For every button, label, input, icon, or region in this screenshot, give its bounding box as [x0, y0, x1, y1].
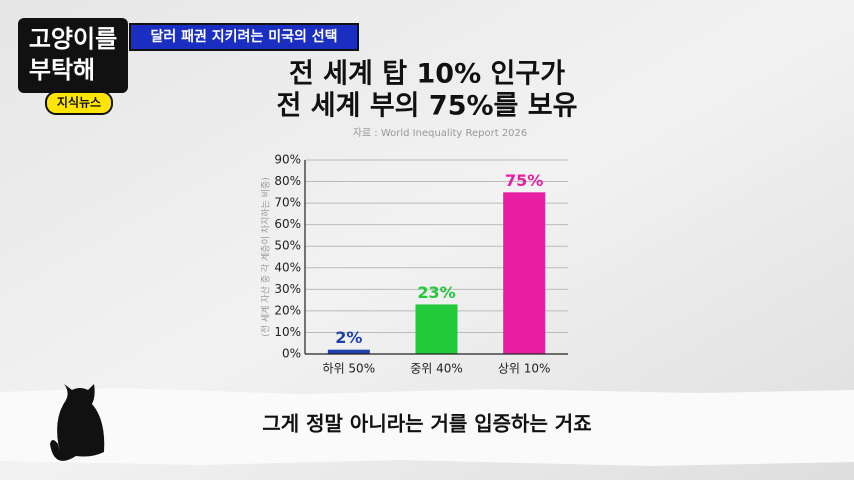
plot: 0% 10% 20% 30% 40% 50% 60% 70% 80% 90% 2% 하위 50% 23%… [274, 153, 568, 376]
bar [415, 304, 458, 354]
y-axis-label: (전 세계 자산 중 각 계층이 차지하는 비중) [260, 177, 272, 337]
y-tick-label: 50% [274, 239, 301, 253]
y-tick-label: 10% [274, 325, 301, 339]
logo-line: 부탁해 [29, 56, 95, 84]
badge-box [45, 91, 113, 115]
y-tick-label: 70% [274, 196, 301, 210]
y-tick-label: 30% [274, 282, 301, 296]
chart-title: 전 세계 탑 10% 인구가 [289, 59, 565, 90]
caption-strip [0, 388, 854, 466]
banner-box [129, 23, 359, 51]
y-tick-label: 40% [274, 260, 301, 274]
x-tick-label: 상위 10% [498, 362, 551, 376]
cat-icon [50, 384, 105, 461]
y-tick-label: 60% [274, 217, 301, 231]
bar [327, 349, 370, 354]
logo-box [18, 18, 128, 93]
bar [503, 192, 546, 354]
y-tick-label: 0% [282, 347, 301, 361]
y-tick-label: 90% [274, 153, 301, 167]
badge: 지식뉴스 [57, 95, 101, 110]
x-tick-label: 하위 50% [323, 362, 376, 376]
source: 자료 : World Inequality Report 2026 [353, 127, 528, 139]
value-label: 75% [505, 171, 543, 190]
y-tick-label: 80% [274, 174, 301, 188]
value-label: 23% [417, 283, 455, 302]
y-tick-label: 20% [274, 303, 301, 317]
chart-title: 전 세계 부의 75%를 보유 [277, 91, 578, 122]
value-label: 2% [335, 328, 362, 347]
x-tick-label: 중위 40% [410, 362, 463, 376]
banner: 달러 패권 지키려는 미국의 선택 [151, 28, 338, 45]
caption: 그게 정말 아니라는 거를 입증하는 거죠 [262, 412, 591, 436]
logo-line: 고양이를 [29, 25, 117, 53]
